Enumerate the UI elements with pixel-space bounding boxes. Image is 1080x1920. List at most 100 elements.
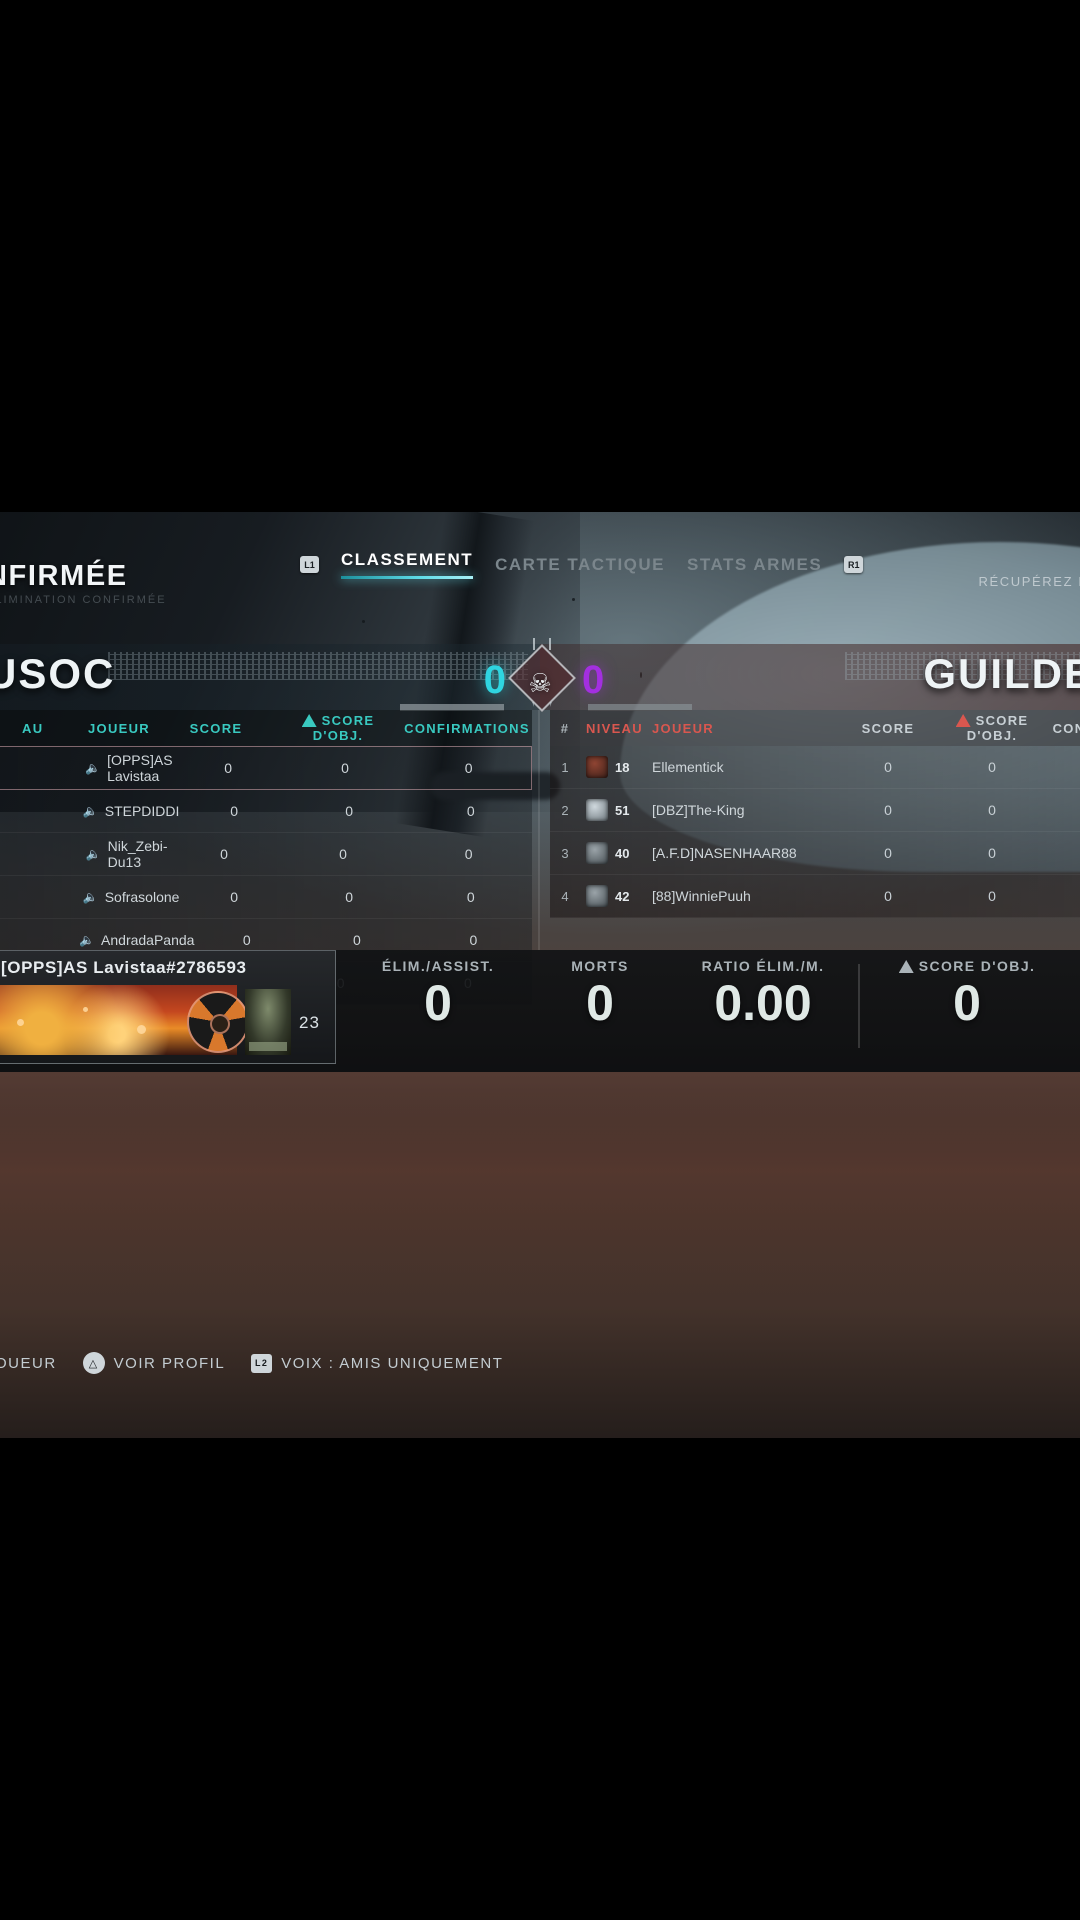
- objective-triangle-icon: [955, 714, 971, 727]
- right-header-rank: #: [560, 720, 570, 736]
- row-player-name: Sofrasolone: [104, 889, 180, 905]
- table-row[interactable]: 🔈 Sofrasolone 0 0 0: [0, 876, 532, 919]
- tab-classement[interactable]: CLASSEMENT: [341, 550, 474, 579]
- speaker-icon: 🔈: [82, 804, 98, 818]
- table-row[interactable]: 1 18 Ellementick 0 0: [550, 746, 1080, 789]
- stat-label: RATIO ÉLIM./M.: [701, 958, 825, 974]
- objective-triangle-icon: [898, 960, 914, 973]
- mode-subtitle: ÉLIMINATION CONFIRMÉE: [0, 594, 167, 606]
- scoreboard-right-team: # NIVEAU JOUEUR SCORE SCORE D'OBJ. CON 1…: [550, 710, 1080, 918]
- left-header-obj-score: SCORE D'OBJ.: [274, 713, 402, 743]
- team-score-banner: USOC GUILDE 0 0 ☠: [0, 638, 1080, 724]
- row-obj-score: 0: [988, 802, 996, 818]
- stats-separator: [858, 964, 860, 1048]
- row-player: 🔈 Nik_Zebi-Du13: [82, 838, 168, 870]
- stat-label: ÉLIM./ASSIST.: [381, 958, 495, 974]
- row-confirmations: 0: [464, 760, 473, 776]
- right-header-player: JOUEUR: [652, 720, 714, 736]
- left-header-score: SCORE: [189, 720, 243, 736]
- row-player: 🔈 AndradaPanda: [75, 932, 194, 948]
- row-confirmations: 0: [464, 846, 473, 862]
- l2-button-icon: L2: [251, 1353, 273, 1373]
- team-name-right: GUILDE: [923, 650, 1080, 697]
- nav-player[interactable]: JOUEUR: [0, 1355, 57, 1372]
- row-player: 🔈 STEPDIDDI: [79, 803, 180, 819]
- banner-right-bg: [540, 644, 1080, 710]
- table-divider: [538, 710, 540, 950]
- row-obj-score: 0: [339, 846, 347, 862]
- row-rank: 2: [561, 802, 569, 818]
- scene-ground: [0, 1092, 1080, 1438]
- row-score: 0: [224, 760, 233, 776]
- row-rank: 4: [561, 888, 569, 904]
- scoreboard: AU JOUEUR SCORE SCORE D'OBJ. CONFIRMATIO…: [0, 710, 1080, 1005]
- stat-deaths: MORTS 0: [530, 958, 670, 1028]
- left-header-confirmations: CONFIRMATIONS: [404, 720, 530, 736]
- rank-emblem-icon: [586, 885, 608, 907]
- speaker-icon: 🔈: [82, 890, 98, 904]
- row-player: 🔈 Sofrasolone: [79, 889, 180, 905]
- banner-hatch-right: [845, 652, 1080, 680]
- row-obj-score: 0: [345, 803, 354, 819]
- bottom-nav: JOUEUR △ VOIR PROFIL L2 VOIX : AMIS UNIQ…: [0, 1346, 1080, 1380]
- row-rank: 1: [561, 759, 569, 775]
- tab-stats-armes[interactable]: STATS ARMES: [687, 554, 823, 574]
- team-score-left: 0: [483, 658, 506, 702]
- nav-voice[interactable]: L2 VOIX : AMIS UNIQUEMENT: [251, 1353, 503, 1373]
- row-player-name: [DBZ]The-King: [652, 802, 745, 818]
- row-obj-score: 0: [345, 889, 353, 905]
- objective-triangle-icon: [301, 714, 317, 727]
- banner-hatch-left: [108, 652, 528, 680]
- table-row[interactable]: 🔈 Nik_Zebi-Du13 0 0 0: [0, 833, 532, 876]
- operator-portrait: [245, 989, 291, 1055]
- tab-carte-tactique[interactable]: CARTE TACTIQUE: [495, 554, 666, 574]
- row-level: 42: [580, 885, 648, 907]
- row-score: 0: [884, 888, 892, 904]
- row-player-name: [88]WinniePuuh: [652, 888, 751, 904]
- right-header-obj-score: SCORE D'OBJ.: [940, 713, 1044, 743]
- row-player: [88]WinniePuuh: [648, 888, 836, 904]
- stat-eliminations-assists: ÉLIM./ASSIST. 0: [348, 958, 528, 1028]
- skull-glyph: ☠: [528, 668, 552, 698]
- row-player: [A.F.D]NASENHAAR88: [648, 845, 836, 861]
- player-card[interactable]: [OPPS]AS Lavistaa#2786593 23: [0, 950, 336, 1064]
- speaker-icon: 🔈: [85, 847, 101, 861]
- pad-l1-icon[interactable]: L1: [300, 556, 319, 573]
- row-player-name: Nik_Zebi-Du13: [107, 838, 168, 870]
- row-player-name: AndradaPanda: [101, 932, 195, 948]
- row-confirmations: 0: [469, 932, 478, 948]
- row-score: 0: [884, 759, 892, 775]
- team-progress-right: [588, 704, 692, 711]
- table-row[interactable]: 🔈 STEPDIDDI 0 0 0: [0, 790, 532, 833]
- table-row[interactable]: 2 51 [DBZ]The-King 0 0: [550, 789, 1080, 832]
- stat-objective-score: SCORE D'OBJ. 0: [862, 958, 1072, 1028]
- row-score: 0: [230, 803, 238, 819]
- right-header-level: NIVEAU: [586, 720, 643, 736]
- team-score-right: 0: [582, 658, 605, 702]
- stat-value: 0.00: [714, 975, 812, 1031]
- row-level: 40: [580, 842, 648, 864]
- row-obj-score: 0: [988, 759, 996, 775]
- rank-emblem-icon: [586, 756, 608, 778]
- table-row[interactable]: 3 40 [A.F.D]NASENHAAR88 0 0: [550, 832, 1080, 875]
- row-obj-score: 0: [353, 932, 361, 948]
- row-player-name: Ellementick: [652, 759, 724, 775]
- left-table-header: AU JOUEUR SCORE SCORE D'OBJ. CONFIRMATIO…: [0, 710, 532, 746]
- row-score: 0: [242, 932, 251, 948]
- rank-emblem-icon: [586, 842, 608, 864]
- row-player: Ellementick: [648, 759, 836, 775]
- nav-view-profile-label: VOIR PROFIL: [113, 1354, 226, 1372]
- table-row[interactable]: 🔈 [OPPS]AS Lavistaa 0 0 0: [0, 746, 532, 790]
- speaker-icon: 🔈: [79, 933, 94, 947]
- scene-speck: [362, 620, 365, 623]
- mode-title: NFIRMÉE: [0, 560, 128, 592]
- pad-r1-icon[interactable]: R1: [844, 556, 864, 573]
- row-player-name: [OPPS]AS Lavistaa: [107, 752, 173, 784]
- nav-player-label: JOUEUR: [0, 1354, 57, 1372]
- row-rank: 3: [561, 845, 569, 861]
- table-row[interactable]: 4 42 [88]WinniePuuh 0 0: [550, 875, 1080, 918]
- left-header-player: JOUEUR: [88, 720, 150, 736]
- nav-view-profile[interactable]: △ VOIR PROFIL: [82, 1352, 226, 1374]
- left-header-level: AU: [22, 720, 44, 736]
